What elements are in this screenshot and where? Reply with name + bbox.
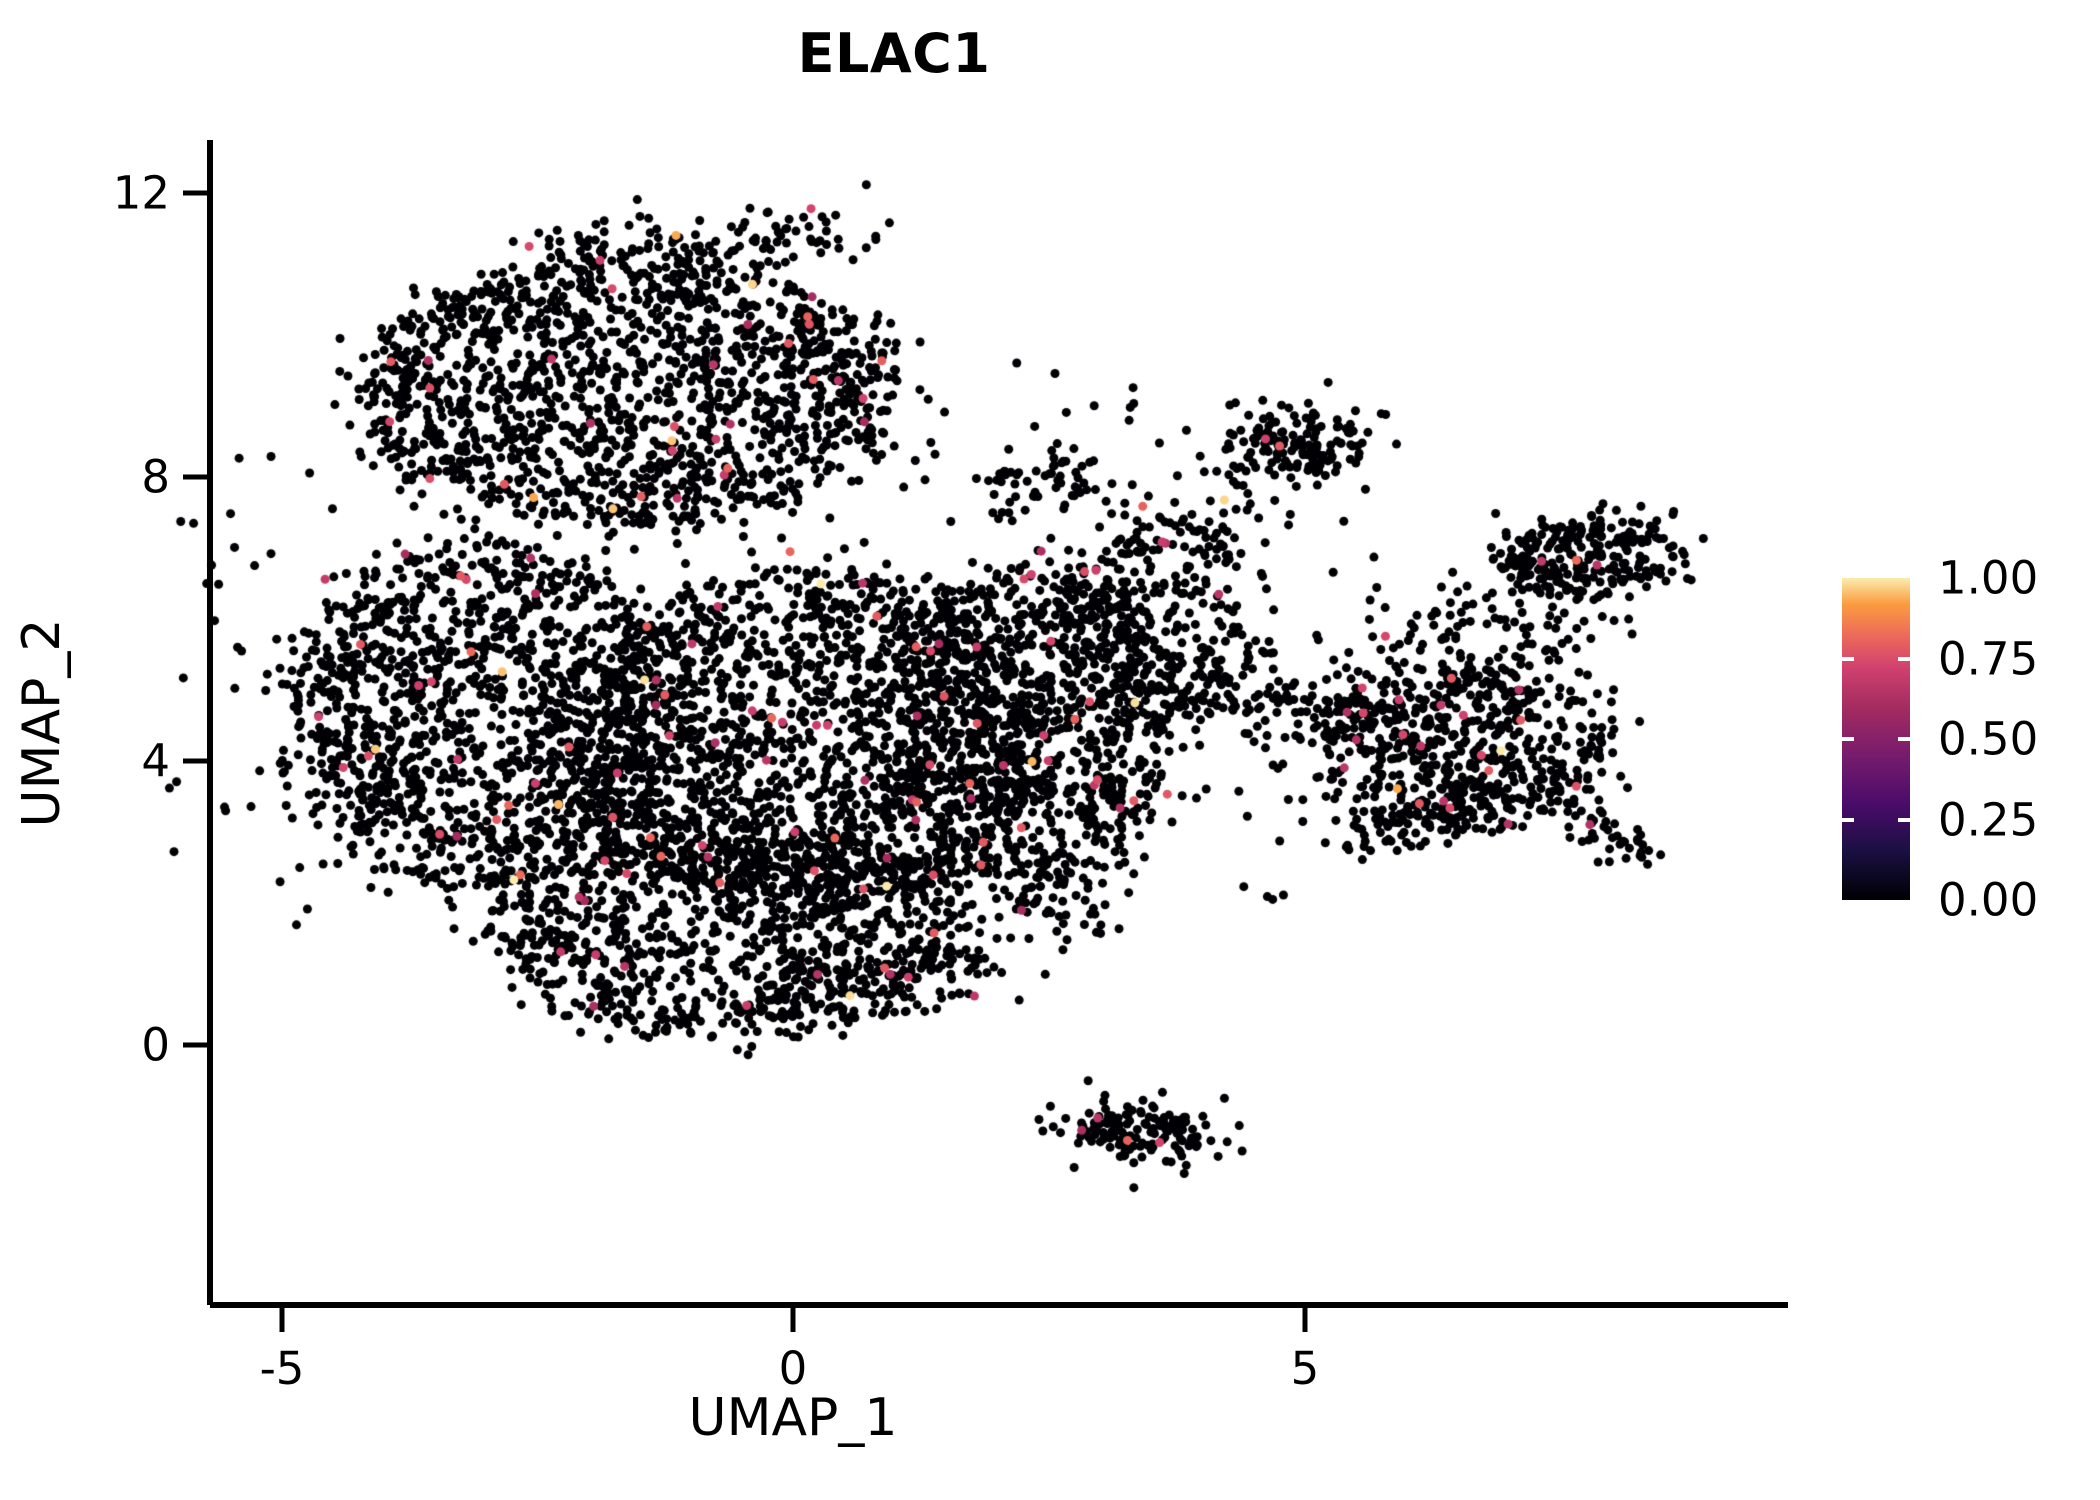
y-tick-label-12: 12 [112,166,170,220]
colorbar-gradient [1842,578,1910,900]
y-tick-label-8: 8 [141,450,170,504]
colorbar-label-025: 0.25 [1938,793,2039,846]
x-tick-label-0: 0 [778,1342,808,1395]
x-tick-label-5: 5 [1290,1342,1320,1395]
y-tick-label-0: 0 [141,1018,170,1072]
y-axis-title: UMAP_2 [12,618,72,828]
colorbar-label-05: 0.50 [1938,712,2039,766]
colorbar-label-075: 0.75 [1938,632,2039,685]
colorbar-label-1: 1.00 [1938,551,2039,605]
colorbar-label-0: 0.00 [1938,873,2039,927]
y-tick-label-4: 4 [141,734,170,788]
x-tick-label-neg5: -5 [259,1342,305,1395]
x-axis-title: UMAP_1 [688,1388,898,1448]
